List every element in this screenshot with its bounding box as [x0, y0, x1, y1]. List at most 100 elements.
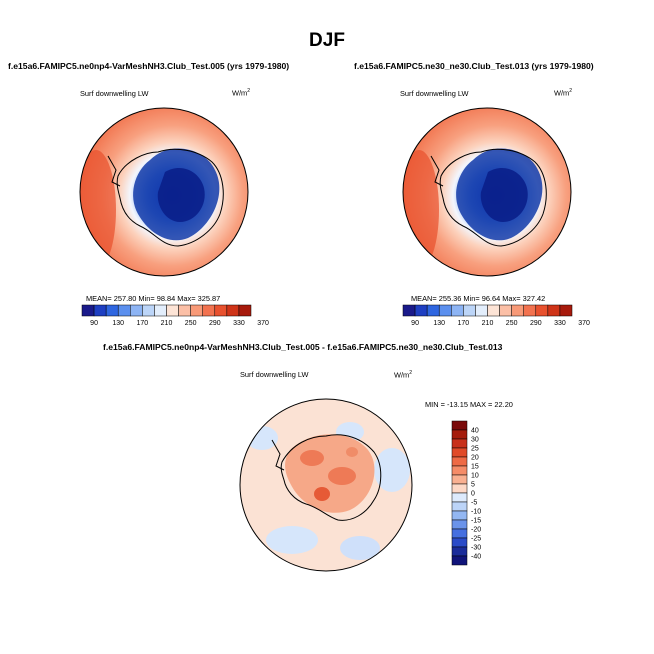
- panel-2-colorbar-swatch: [535, 304, 549, 317]
- panel-1-colorbar-swatch: [81, 304, 95, 317]
- panel-1-min-core: [157, 167, 205, 222]
- panel-2-colorbar-swatch: [547, 304, 561, 317]
- panel-1-colorbar-swatch: [130, 304, 143, 317]
- panel-2-colorbar-swatch: [414, 304, 428, 317]
- panel-1-peninsula: [107, 155, 121, 187]
- diff-colorbar-swatch: [451, 438, 468, 449]
- diff-colorbar-tick-label: -20: [471, 527, 481, 534]
- panel-2-colorbar-swatch: [402, 304, 416, 317]
- diff-colorbar-tick-label: -30: [471, 545, 481, 552]
- panel-2-colorbar-swatch: [523, 304, 537, 317]
- panel-1-colorbar-swatch: [190, 304, 203, 317]
- diff-panel-map-border: [239, 398, 413, 572]
- panel-1-colorbar-tick-label: 290: [209, 320, 221, 327]
- panel-1-colorbar-swatch: [238, 304, 252, 317]
- panel-2-colorbar-tick-label: 250: [506, 320, 518, 327]
- diff-colorbar-tick-label: 5: [471, 482, 475, 489]
- panel-2-colorbar-swatch: [438, 304, 452, 317]
- diff-colorbar-swatch: [451, 420, 468, 431]
- diff-panel-title: f.e15a6.FAMIPC5.ne0np4-VarMeshNH3.Club_T…: [103, 342, 503, 352]
- panel-2-variable-label: Surf downwelling LW: [400, 89, 469, 98]
- diff-colorbar-swatch: [451, 519, 468, 530]
- panel-2-colorbar-tick-label: 90: [411, 320, 419, 327]
- panel-2-colorbar-swatch: [487, 304, 500, 317]
- panel-1-title: f.e15a6.FAMIPC5.ne0np4-VarMeshNH3.Club_T…: [8, 61, 290, 71]
- figure-title: DJF: [309, 30, 345, 51]
- panel-1-colorbar-swatch: [117, 304, 131, 317]
- diff-colorbar-swatch: [451, 456, 468, 467]
- diff-panel-units: W/m2: [394, 370, 412, 380]
- diff-colorbar-swatch: [451, 429, 468, 440]
- panel-1-colorbar-swatch: [142, 304, 155, 317]
- diff-colorbar-swatch: [451, 492, 468, 503]
- panel-1-colorbar: 90 130 170 210 250 290 330 370: [81, 304, 269, 327]
- diff-colorbar-swatch: [451, 447, 468, 458]
- panel-2-peninsula: [430, 155, 444, 187]
- panel-2-colorbar-tick-label: 370: [578, 320, 590, 327]
- panel-1-colorbar-tick-label: 170: [137, 320, 149, 327]
- panel-1-colorbar-swatch: [226, 304, 240, 317]
- panel-1-stats: MEAN= 257.80 Min= 98.84 Max= 325.87: [86, 294, 221, 303]
- diff-panel-variable-label: Surf downwelling LW: [240, 370, 309, 379]
- panel-1-colorbar-swatch: [166, 304, 179, 317]
- panel-1-colorbar-swatch: [178, 304, 191, 317]
- panel-1-antarctica-coastline: [116, 148, 224, 247]
- diff-colorbar-tick-label: -15: [471, 518, 481, 525]
- panel-2-colorbar-swatch: [499, 304, 512, 317]
- panel-1-map-border: [79, 107, 249, 277]
- panel-2-colorbar: 90 130 170 210 250 290 330 370: [402, 304, 590, 327]
- panel-1-colorbar-tick-label: 370: [257, 320, 269, 327]
- panel-2-title: f.e15a6.FAMIPC5.ne30_ne30.Club_Test.013 …: [354, 61, 594, 71]
- diff-colorbar-tick-label: 40: [471, 428, 479, 435]
- diff-colorbar-tick-label: 15: [471, 464, 479, 471]
- panel-2-colorbar-tick-label: 130: [433, 320, 445, 327]
- diff-colorbar-swatch: [451, 546, 468, 557]
- diff-colorbar-tick-label: 0: [471, 491, 475, 498]
- panel-2-colorbar-swatch: [511, 304, 524, 317]
- panel-1-colorbar-tick-label: 210: [161, 320, 173, 327]
- diff-colorbar-swatch: [451, 510, 468, 521]
- diff-colorbar-tick-label: 10: [471, 473, 479, 480]
- panel-2-colorbar-swatch: [463, 304, 476, 317]
- diff-colorbar-swatch: [451, 465, 468, 476]
- diff-panel-antarctica-coastline: [280, 434, 382, 521]
- diff-colorbar-tick-label: 30: [471, 437, 479, 444]
- panel-1-map: [79, 107, 249, 277]
- panel-2-map-border: [402, 107, 572, 277]
- diff-colorbar-tick-label: -10: [471, 509, 481, 516]
- diff-panel-colorbar: 40 30 25 20 15 10 5 0 -5 -10 -15 -20 -25 -30 -40: [451, 420, 481, 566]
- diff-panel-peninsula: [271, 439, 285, 471]
- panel-1-variable-label: Surf downwelling LW: [80, 89, 149, 98]
- panel-1-colorbar-tick-label: 130: [112, 320, 124, 327]
- panel-2-colorbar-swatch: [451, 304, 464, 317]
- diff-colorbar-tick-label: -25: [471, 536, 481, 543]
- diff-colorbar-swatch: [451, 528, 468, 539]
- diff-colorbar-tick-label: -40: [471, 554, 481, 561]
- panel-2-colorbar-swatch: [559, 304, 573, 317]
- panel-1-colorbar-tick-label: 330: [233, 320, 245, 327]
- diff-colorbar-swatch: [451, 501, 468, 512]
- diff-colorbar-swatch: [451, 474, 468, 485]
- panel-2-colorbar-tick-label: 170: [458, 320, 470, 327]
- panel-1-units: W/m2: [232, 88, 250, 98]
- panel-2-map: [402, 107, 572, 277]
- panel-1-colorbar-swatch: [105, 304, 119, 317]
- panel-1-colorbar-swatch: [214, 304, 228, 317]
- panel-1-colorbar-swatch: [202, 304, 216, 317]
- diff-panel-minmax: MIN = -13.15 MAX = 22.20: [425, 400, 513, 409]
- panel-2-units: W/m2: [554, 88, 572, 98]
- panel-1-colorbar-tick-label: 90: [90, 320, 98, 327]
- panel-2-colorbar-swatch: [475, 304, 488, 317]
- diff-colorbar-swatch: [451, 483, 468, 494]
- diff-colorbar-tick-label: 20: [471, 455, 479, 462]
- diff-colorbar-swatch: [451, 537, 468, 548]
- panel-2-antarctica-coastline: [439, 148, 547, 247]
- panel-1-colorbar-swatch: [93, 304, 107, 317]
- diff-colorbar-swatch: [451, 555, 468, 566]
- panel-2-colorbar-tick-label: 330: [554, 320, 566, 327]
- diff-panel-map: [239, 398, 413, 572]
- panel-1-colorbar-swatch: [154, 304, 167, 317]
- panel-2-colorbar-swatch: [426, 304, 440, 317]
- panel-2-colorbar-tick-label: 210: [482, 320, 494, 327]
